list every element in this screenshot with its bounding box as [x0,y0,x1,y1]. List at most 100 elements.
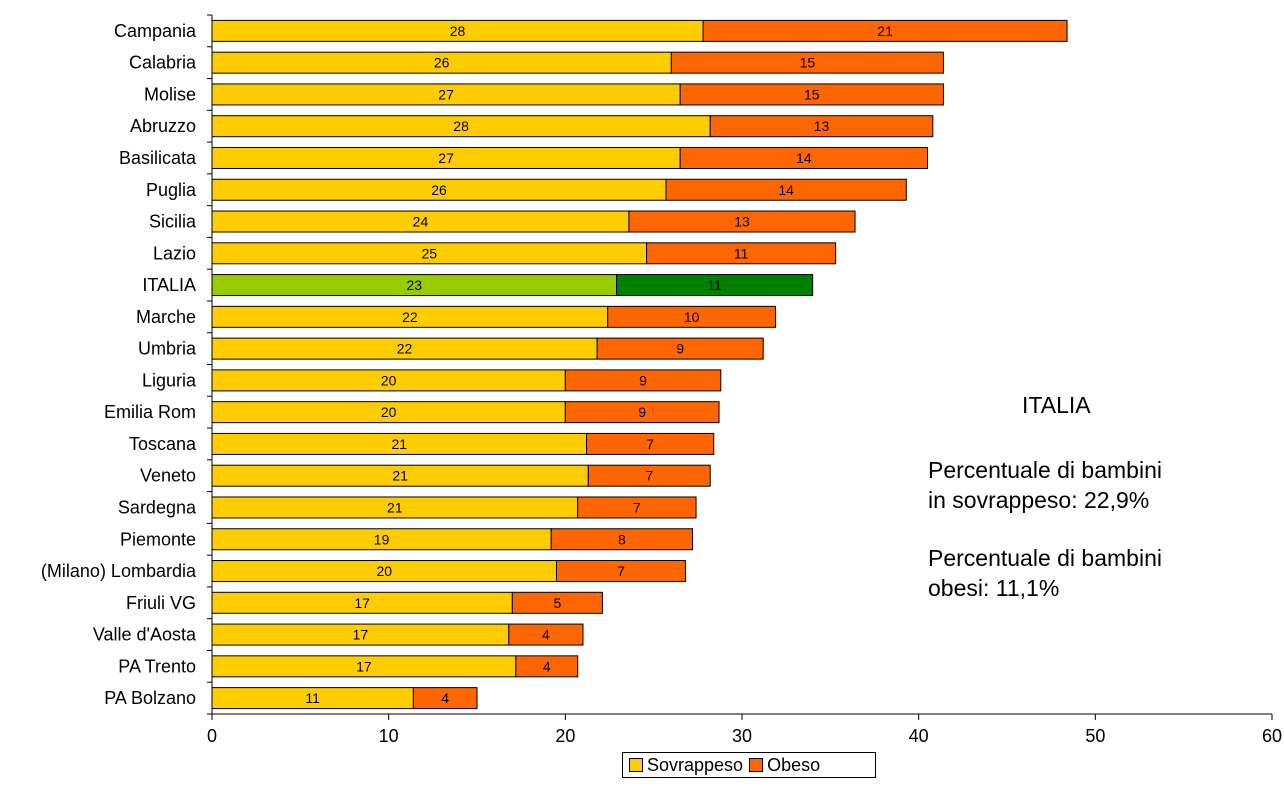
data-label-obeso-7: 11 [734,245,749,261]
data-label-sovrappeso-17: 20 [376,563,392,579]
category-label-18: Friuli VG [126,593,196,613]
legend: Sovrappeso Obeso [622,752,876,778]
category-label-13: Toscana [129,434,197,454]
data-label-sovrappeso-4: 27 [438,150,454,166]
category-label-0: Campania [114,21,197,41]
annotation-overweight-line1: Percentuale di bambini [928,457,1162,483]
category-label-1: Calabria [129,53,197,73]
data-label-sovrappeso-11: 20 [381,372,397,388]
legend-label-obeso: Obeso [767,754,821,775]
category-label-10: Umbria [138,339,197,359]
bar-obeso-17 [556,560,686,583]
bar-obeso-1 [670,51,944,74]
category-label-20: PA Trento [118,656,196,676]
x-tick-label-4: 40 [909,726,929,746]
x-tick-label-0: 0 [207,726,217,746]
annotation-obese-line2: obesi: 11,1% [928,575,1060,601]
bar-obeso-20 [515,655,579,678]
data-label-sovrappeso-6: 24 [413,214,429,230]
data-label-sovrappeso-13: 21 [391,436,407,452]
category-label-2: Molise [144,84,196,104]
category-label-12: Emilia Rom [104,402,196,422]
category-label-8: ITALIA [142,275,196,295]
annotation-obese-line1: Percentuale di bambini [928,545,1162,571]
bar-obeso-0 [702,19,1068,42]
bar-obeso-19 [508,623,584,646]
data-label-obeso-2: 15 [804,86,820,102]
data-label-obeso-21: 4 [441,690,449,706]
data-label-sovrappeso-20: 17 [356,658,372,674]
x-tick-label-5: 50 [1085,726,1105,746]
data-label-sovrappeso-21: 11 [305,690,320,706]
bar-obeso-8 [616,274,814,297]
bar-obeso-10 [596,337,764,360]
annotation-title: ITALIA [1022,392,1091,418]
category-label-14: Veneto [140,466,196,486]
category-label-16: Piemonte [120,529,196,549]
legend-swatch-obeso [749,758,764,772]
data-label-sovrappeso-12: 20 [381,404,397,420]
annotation-overweight-line2: in sovrappeso: 22,9% [928,487,1150,513]
data-label-obeso-9: 10 [684,309,700,325]
x-tick-label-2: 20 [555,726,575,746]
data-label-sovrappeso-2: 27 [438,86,454,102]
data-label-sovrappeso-7: 25 [422,245,438,261]
bar-obeso-21 [412,687,478,710]
bar-obeso-5 [665,178,907,201]
category-label-21: PA Bolzano [104,688,196,708]
bar-obeso-7 [646,242,837,265]
data-label-sovrappeso-16: 19 [374,531,390,547]
bar-obeso-12 [564,401,720,424]
data-label-obeso-19: 4 [542,627,550,643]
data-label-sovrappeso-8: 23 [406,277,422,293]
x-tick-label-1: 10 [379,726,399,746]
legend-item-sovrappeso: Sovrappeso [629,755,743,776]
category-label-9: Marche [136,307,196,327]
data-label-obeso-8: 11 [707,277,722,293]
data-label-obeso-1: 15 [800,55,816,71]
bar-obeso-6 [628,210,856,233]
category-label-7: Lazio [153,243,196,263]
bar-obeso-15 [577,496,697,519]
data-label-obeso-12: 9 [638,404,646,420]
data-label-obeso-4: 14 [796,150,812,166]
data-label-sovrappeso-10: 22 [397,341,413,357]
data-label-sovrappeso-0: 28 [450,23,466,39]
legend-item-obeso: Obeso [749,755,820,776]
annotation-overweight: Percentuale di bambini in sovrappeso: 22… [928,455,1228,515]
data-label-obeso-3: 13 [814,118,830,134]
data-label-sovrappeso-5: 26 [431,182,447,198]
category-label-19: Valle d'Aosta [93,625,197,645]
category-label-17: (Milano) Lombardia [41,561,197,581]
legend-swatch-sovrappeso [629,758,643,772]
data-label-obeso-17: 7 [617,563,625,579]
data-label-obeso-14: 7 [645,468,653,484]
data-label-obeso-5: 14 [778,182,794,198]
category-label-6: Sicilia [149,212,197,232]
bar-obeso-14 [587,464,711,487]
annotation-obese: Percentuale di bambini obesi: 11,1% [928,543,1228,603]
data-label-sovrappeso-19: 17 [353,627,369,643]
bar-obeso-2 [679,83,944,106]
data-label-obeso-6: 13 [734,214,750,230]
data-label-obeso-13: 7 [646,436,654,452]
bar-obeso-13 [586,432,715,455]
x-tick-label-6: 60 [1262,726,1282,746]
data-label-obeso-18: 5 [553,595,561,611]
bar-obeso-4 [679,146,929,169]
legend-label-sovrappeso: Sovrappeso [647,754,744,775]
data-label-sovrappeso-9: 22 [402,309,418,325]
data-label-sovrappeso-15: 21 [387,499,403,515]
x-tick-label-3: 30 [732,726,752,746]
data-label-obeso-0: 21 [877,23,893,39]
data-label-sovrappeso-18: 17 [354,595,370,611]
data-label-sovrappeso-1: 26 [434,55,450,71]
data-label-sovrappeso-14: 21 [392,468,408,484]
data-label-obeso-10: 9 [676,341,684,357]
data-label-obeso-16: 8 [618,531,626,547]
category-label-5: Puglia [146,180,197,200]
data-label-obeso-11: 9 [639,372,647,388]
bar-obeso-9 [607,305,777,328]
bar-obeso-3 [709,115,934,138]
